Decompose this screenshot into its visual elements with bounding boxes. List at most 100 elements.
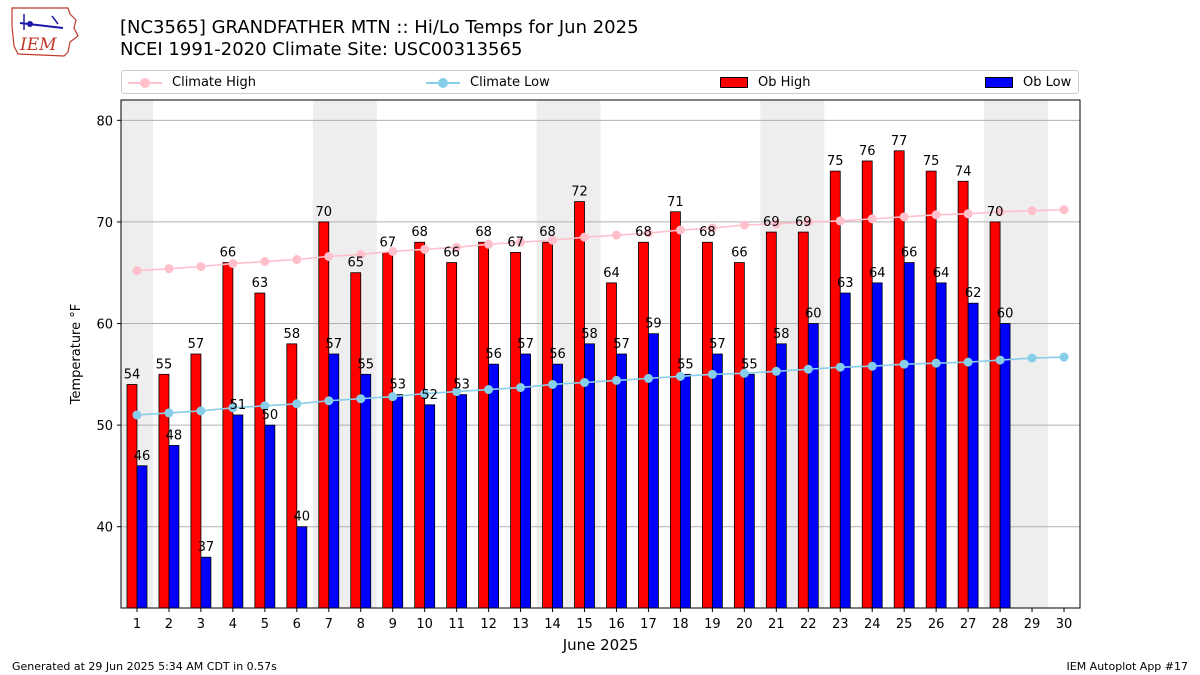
xtick-label-6: 6: [293, 617, 301, 632]
climate-high-point-30: [1059, 205, 1069, 215]
ytick-label-50: 50: [96, 419, 113, 434]
xtick-label-16: 16: [608, 617, 625, 632]
xtick-label-3: 3: [197, 617, 205, 632]
generated-timestamp: Generated at 29 Jun 2025 5:34 AM CDT in …: [12, 660, 277, 673]
ob-low-bar-4: [232, 414, 244, 609]
ob-low-bar-3: [200, 556, 212, 609]
x-axis-label: June 2025: [562, 636, 639, 654]
ob-high-value-label-8: 65: [347, 256, 364, 271]
climate-high-point-12: [484, 239, 494, 249]
ob-high-bar-13: [510, 251, 521, 609]
ob-high-bar-12: [478, 241, 490, 609]
xtick-label-27: 27: [960, 617, 977, 632]
ob-low-value-label-22: 60: [805, 307, 822, 322]
ob-high-value-label-9: 67: [379, 235, 396, 250]
climate-low-point-23: [835, 362, 845, 372]
ob-low-bar-16: [616, 353, 627, 609]
xtick-label-18: 18: [672, 617, 689, 632]
xtick-label-28: 28: [992, 617, 1009, 632]
climate-high-point-27: [963, 209, 973, 219]
ob-high-bar-23: [829, 170, 841, 609]
climate-high-point-4: [228, 259, 238, 269]
climate-low-point-19: [707, 369, 717, 379]
xtick-label-10: 10: [416, 617, 433, 632]
ob-high-bar-24: [861, 160, 873, 609]
ob-high-bar-9: [382, 251, 394, 609]
ob-high-value-label-27: 74: [955, 164, 972, 179]
ob-low-bar-5: [264, 424, 276, 609]
climate-low-point-3: [196, 406, 206, 416]
ob-high-bar-26: [925, 170, 937, 609]
ob-high-value-label-28: 70: [987, 205, 1004, 220]
iem-logo: IEM: [8, 6, 80, 58]
ob-high-value-label-19: 68: [699, 225, 716, 240]
climate-low-point-27: [963, 357, 973, 367]
climate-high-line: [136, 208, 1065, 272]
legend-ob-low-label: Ob Low: [1023, 75, 1072, 90]
ob-low-bar-26: [935, 282, 947, 609]
ob-high-bar-22: [797, 231, 809, 609]
climate-low-point-30: [1059, 352, 1069, 362]
ob-low-value-label-11: 53: [453, 378, 470, 393]
ob-high-value-label-23: 75: [827, 154, 844, 169]
ob-low-value-label-3: 37: [198, 540, 215, 555]
climate-low-point-5: [260, 401, 270, 411]
legend-climate-high-label: Climate High: [172, 75, 257, 90]
ytick-label-40: 40: [96, 521, 113, 536]
ob-high-bar-17: [638, 241, 649, 609]
climate-high-point-21: [771, 219, 781, 229]
climate-low-point-7: [324, 396, 334, 406]
climate-low-point-14: [548, 379, 558, 389]
climate-low-point-17: [643, 373, 653, 383]
climate-low-point-4: [228, 403, 238, 413]
ob-high-value-label-13: 67: [507, 235, 524, 250]
xtick-label-21: 21: [768, 617, 785, 632]
ob-high-value-label-12: 68: [475, 225, 492, 240]
climate-high-point-2: [164, 264, 174, 274]
ytick-label-60: 60: [96, 318, 113, 333]
legend-item-climate-low: Climate Low: [426, 74, 550, 91]
ob-high-bar-7: [318, 221, 330, 609]
ob-high-value-label-5: 63: [252, 276, 269, 291]
xtick-label-23: 23: [832, 617, 849, 632]
climate-low-point-16: [611, 375, 621, 385]
legend-climate-high-swatch: [128, 77, 162, 88]
xtick-label-5: 5: [261, 617, 269, 632]
climate-high-point-1: [132, 266, 142, 276]
xtick-label-7: 7: [325, 617, 333, 632]
ob-low-bar-8: [360, 373, 372, 609]
chart-title: [NC3565] GRANDFATHER MTN :: Hi/Lo Temps …: [120, 17, 639, 38]
legend-item-ob-high: Ob High: [720, 74, 811, 91]
ob-high-value-label-25: 77: [891, 134, 908, 149]
ob-high-bar-15: [574, 201, 585, 609]
xtick-label-17: 17: [640, 617, 657, 632]
climate-high-point-16: [611, 230, 621, 240]
logo-text: IEM: [19, 35, 57, 55]
ob-low-value-label-10: 52: [421, 388, 438, 403]
ob-high-value-label-11: 66: [443, 246, 460, 261]
xtick-label-24: 24: [864, 617, 881, 632]
legend-climate-low-label: Climate Low: [470, 75, 550, 90]
y-axis-label: Temperature °F: [69, 304, 84, 405]
ob-low-bar-11: [456, 394, 468, 609]
xtick-label-20: 20: [736, 617, 753, 632]
legend-item-climate-high: Climate High: [128, 74, 256, 91]
ob-high-bar-6: [286, 343, 298, 609]
ob-low-value-label-4: 51: [230, 398, 247, 413]
ob-low-value-label-14: 56: [549, 347, 566, 362]
xtick-label-25: 25: [896, 617, 913, 632]
climate-high-point-10: [420, 244, 430, 254]
ob-low-bar-21: [775, 343, 787, 609]
ob-high-value-label-14: 68: [539, 225, 556, 240]
ob-high-value-label-26: 75: [923, 154, 940, 169]
ob-low-value-label-21: 58: [773, 327, 790, 342]
ob-low-bar-9: [392, 394, 404, 609]
ytick-label-70: 70: [96, 216, 113, 231]
climate-low-point-13: [516, 383, 526, 393]
xtick-label-29: 29: [1024, 617, 1041, 632]
climate-low-line: [136, 356, 1065, 416]
ob-high-bar-28: [989, 221, 1001, 609]
climate-high-point-24: [867, 214, 877, 224]
climate-low-point-25: [899, 359, 909, 369]
ob-high-bar-27: [957, 180, 969, 609]
